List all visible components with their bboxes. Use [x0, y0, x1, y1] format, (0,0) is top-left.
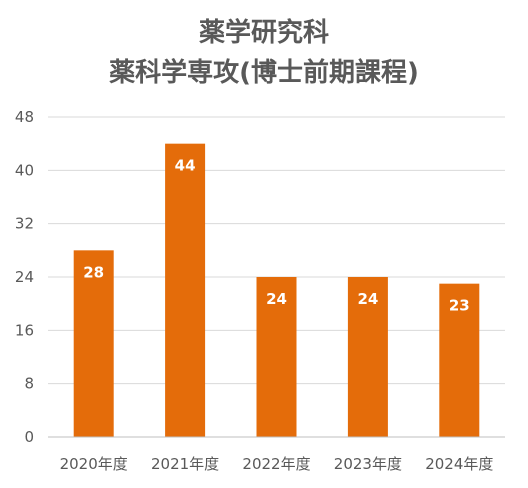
data-label: 24: [266, 290, 287, 308]
bar-2024年度: [439, 283, 480, 437]
data-labels: 28 44 24 24 23: [83, 157, 469, 315]
y-axis-tick-labels: 0 8 16 24 32 40 48: [15, 108, 34, 446]
data-label: 23: [449, 297, 470, 315]
bar-2023年度: [347, 277, 388, 437]
data-label: 28: [83, 263, 104, 281]
bars: [73, 143, 480, 437]
y-tick-label: 0: [24, 428, 34, 446]
y-tick-label: 8: [24, 375, 34, 393]
x-tick-label: 2023年度: [334, 455, 402, 473]
x-axis-tick-labels: 2020年度 2021年度 2022年度 2023年度 2024年度: [60, 455, 494, 473]
data-label: 24: [357, 290, 378, 308]
bar-2021年度: [165, 143, 206, 437]
x-tick-label: 2022年度: [242, 455, 310, 473]
y-tick-label: 40: [15, 161, 34, 179]
chart-title-line-1: 薬学研究科: [198, 18, 329, 48]
y-tick-label: 16: [15, 321, 34, 339]
y-tick-label: 32: [15, 215, 34, 233]
data-label: 44: [175, 157, 196, 175]
bar-2022年度: [256, 277, 297, 437]
bar-2020年度: [73, 250, 114, 437]
x-tick-label: 2020年度: [60, 455, 128, 473]
x-tick-label: 2024年度: [425, 455, 493, 473]
y-tick-label: 24: [15, 268, 34, 286]
y-tick-label: 48: [15, 108, 34, 126]
chart-title-line-2: 薬科学専攻(博士前期課程): [109, 58, 419, 88]
x-tick-label: 2021年度: [151, 455, 219, 473]
